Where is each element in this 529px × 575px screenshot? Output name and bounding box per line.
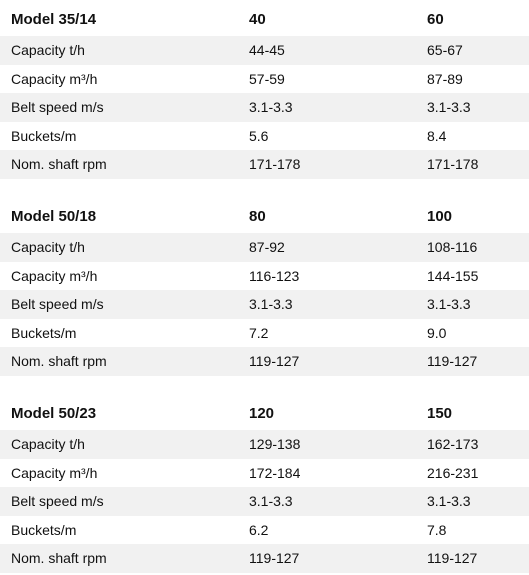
table-row: Nom. shaft rpm 119-127 119-127 xyxy=(0,544,529,573)
row-label: Buckets/m xyxy=(11,127,77,144)
row-value: 8.4 xyxy=(427,127,447,144)
row-value: 3.1-3.3 xyxy=(427,493,471,510)
row-value: 171-178 xyxy=(427,156,479,173)
row-label: Capacity m³/h xyxy=(11,464,98,481)
table-header-row: Model 50/23 120 150 xyxy=(0,396,529,430)
row-value: 116-123 xyxy=(249,267,300,284)
row-value: 57-59 xyxy=(249,70,285,87)
row-label: Capacity m³/h xyxy=(11,70,98,87)
table-header-row: Model 35/14 40 60 xyxy=(0,2,529,36)
row-label: Nom. shaft rpm xyxy=(11,353,107,370)
table-row: Belt speed m/s 3.1-3.3 3.1-3.3 xyxy=(0,93,529,122)
variant-heading: 80 xyxy=(249,207,266,225)
row-label: Belt speed m/s xyxy=(11,493,104,510)
row-value: 119-127 xyxy=(427,353,478,370)
row-value: 129-138 xyxy=(249,436,301,453)
row-label: Nom. shaft rpm xyxy=(11,550,107,567)
row-label: Capacity t/h xyxy=(11,42,85,59)
row-value: 6.2 xyxy=(249,521,269,538)
row-label: Nom. shaft rpm xyxy=(11,156,107,173)
row-value: 119-127 xyxy=(249,353,300,370)
row-value: 144-155 xyxy=(427,267,479,284)
table-row: Buckets/m 7.2 9.0 xyxy=(0,319,529,348)
row-label: Capacity m³/h xyxy=(11,267,98,284)
variant-heading: 120 xyxy=(249,404,275,422)
variant-heading: 60 xyxy=(427,10,444,28)
table-header-row: Model 50/18 80 100 xyxy=(0,199,529,233)
row-value: 7.8 xyxy=(427,521,447,538)
variant-heading: 100 xyxy=(427,207,453,225)
row-value: 119-127 xyxy=(427,550,478,567)
row-value: 65-67 xyxy=(427,42,463,59)
row-value: 87-89 xyxy=(427,70,463,87)
row-value: 3.1-3.3 xyxy=(427,296,471,313)
table-row: Capacity m³/h 57-59 87-89 xyxy=(0,65,529,94)
table-row: Capacity m³/h 172-184 216-231 xyxy=(0,459,529,488)
spec-table-model-50-23: Model 50/23 120 150 Capacity t/h 129-138… xyxy=(0,396,529,573)
row-label: Buckets/m xyxy=(11,324,77,341)
table-row: Capacity m³/h 116-123 144-155 xyxy=(0,262,529,291)
row-label: Belt speed m/s xyxy=(11,296,104,313)
row-value: 119-127 xyxy=(249,550,300,567)
table-row: Belt speed m/s 3.1-3.3 3.1-3.3 xyxy=(0,290,529,319)
spec-table-model-35-14: Model 35/14 40 60 Capacity t/h 44-45 65-… xyxy=(0,2,529,179)
row-value: 5.6 xyxy=(249,127,269,144)
spec-table-model-50-18: Model 50/18 80 100 Capacity t/h 87-92 10… xyxy=(0,199,529,376)
table-row: Nom. shaft rpm 119-127 119-127 xyxy=(0,347,529,376)
table-row: Capacity t/h 87-92 108-116 xyxy=(0,233,529,262)
row-value: 108-116 xyxy=(427,239,478,256)
row-value: 3.1-3.3 xyxy=(249,296,293,313)
row-value: 172-184 xyxy=(249,464,301,481)
row-value: 44-45 xyxy=(249,42,285,59)
row-value: 3.1-3.3 xyxy=(249,99,293,116)
row-label: Capacity t/h xyxy=(11,436,85,453)
variant-heading: 150 xyxy=(427,404,453,422)
model-name: Model 35/14 xyxy=(11,10,97,28)
table-row: Belt speed m/s 3.1-3.3 3.1-3.3 xyxy=(0,487,529,516)
row-value: 7.2 xyxy=(249,324,269,341)
table-row: Nom. shaft rpm 171-178 171-178 xyxy=(0,150,529,179)
table-row: Buckets/m 5.6 8.4 xyxy=(0,122,529,151)
row-value: 3.1-3.3 xyxy=(427,99,471,116)
row-value: 3.1-3.3 xyxy=(249,493,293,510)
table-row: Capacity t/h 129-138 162-173 xyxy=(0,430,529,459)
model-name: Model 50/23 xyxy=(11,404,97,422)
row-value: 171-178 xyxy=(249,156,301,173)
variant-heading: 40 xyxy=(249,10,266,28)
row-value: 87-92 xyxy=(249,239,285,256)
row-label: Capacity t/h xyxy=(11,239,85,256)
table-row: Capacity t/h 44-45 65-67 xyxy=(0,36,529,65)
row-value: 216-231 xyxy=(427,464,479,481)
model-name: Model 50/18 xyxy=(11,207,97,225)
row-label: Buckets/m xyxy=(11,521,77,538)
row-value: 9.0 xyxy=(427,324,447,341)
table-row: Buckets/m 6.2 7.8 xyxy=(0,516,529,545)
row-label: Belt speed m/s xyxy=(11,99,104,116)
row-value: 162-173 xyxy=(427,436,479,453)
